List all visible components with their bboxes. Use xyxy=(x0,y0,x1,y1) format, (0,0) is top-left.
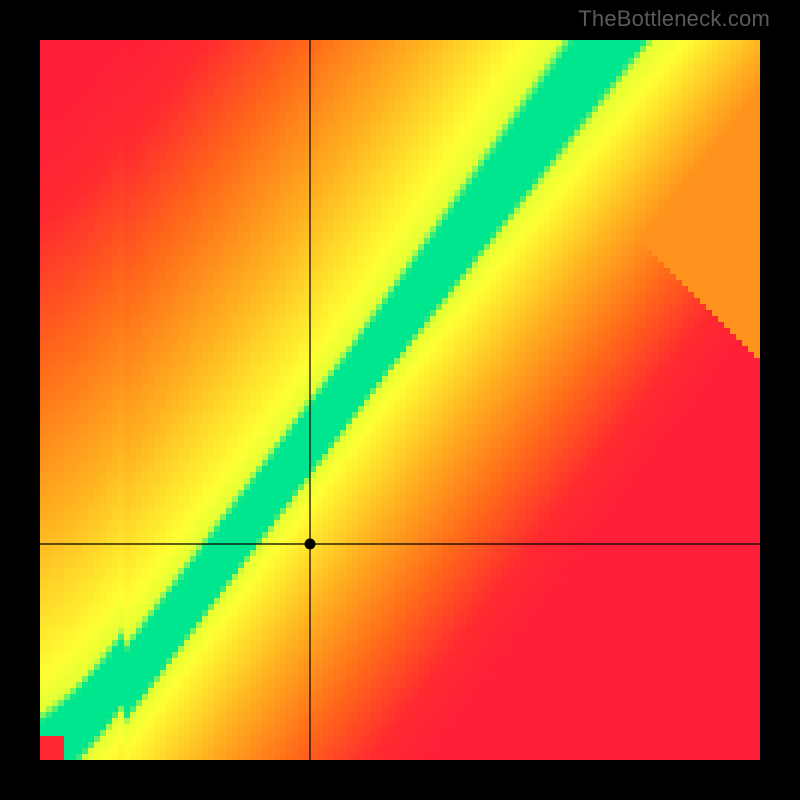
bottleneck-heatmap xyxy=(40,40,760,760)
plot-area xyxy=(40,40,760,760)
attribution-text: TheBottleneck.com xyxy=(578,6,770,32)
chart-container: TheBottleneck.com xyxy=(0,0,800,800)
